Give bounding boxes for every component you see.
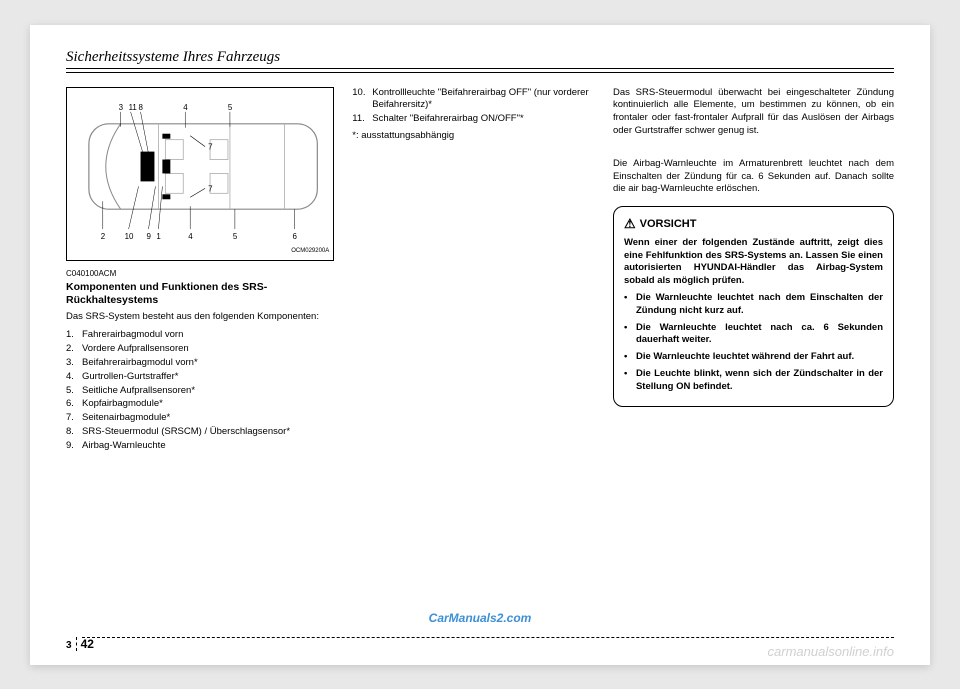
svg-text:3: 3	[119, 102, 124, 111]
list-item: 6.Kopfairbagmodule*	[66, 398, 334, 411]
figure-code: OCM029200A	[71, 247, 329, 255]
caution-body: Wenn einer der folgenden Zustände auftri…	[624, 237, 883, 394]
manual-page: Sicherheitssysteme Ihres Fahrzeugs	[30, 25, 930, 665]
component-list: 1.Fahrerairbagmodul vorn 2.Vordere Aufpr…	[66, 329, 334, 452]
column-3: Das SRS-Steuermodul überwacht bei einges…	[613, 87, 894, 454]
header-rule	[66, 72, 894, 73]
page-header: Sicherheitssysteme Ihres Fahrzeugs	[66, 49, 894, 69]
caution-item: •Die Warnleuchte leuchtet nach dem Einsc…	[624, 292, 883, 318]
column-1: 3 11 8 4 5 7 7 2 10 9 1 4 5 6 OCM029200A	[66, 87, 334, 454]
footer-dashed-line	[82, 637, 894, 638]
svg-text:4: 4	[183, 102, 188, 111]
reference-code: C040100ACM	[66, 269, 334, 280]
svg-text:8: 8	[139, 102, 144, 111]
caution-item: •Die Warnleuchte leuchtet während der Fa…	[624, 351, 883, 364]
list-item: 3.Beifahrerairbagmodul vorn*	[66, 357, 334, 370]
svg-text:9: 9	[146, 232, 151, 241]
list-item: 10.Kontrollleuchte "Beifahrerairbag OFF"…	[352, 87, 595, 113]
svg-text:4: 4	[188, 232, 193, 241]
svg-text:5: 5	[228, 102, 233, 111]
intro-text: Das SRS-System besteht aus den folgenden…	[66, 311, 334, 324]
list-item: 11.Schalter "Beifahrerairbag ON/OFF"*	[352, 113, 595, 126]
svg-text:1: 1	[156, 232, 161, 241]
column-2: 10.Kontrollleuchte "Beifahrerairbag OFF"…	[352, 87, 595, 454]
section-title: Komponenten und Funktionen des SRS-Rückh…	[66, 281, 334, 306]
svg-text:7: 7	[208, 142, 213, 151]
watermark-carmanualsonline: carmanualsonline.info	[768, 644, 894, 659]
warning-icon: ⚠	[624, 215, 636, 233]
svg-text:7: 7	[208, 184, 213, 193]
watermark-carmanuals2: CarManuals2.com	[429, 611, 532, 625]
caution-box: ⚠ VORSICHT Wenn einer der folgenden Zust…	[613, 206, 894, 406]
list-item: 5.Seitliche Aufprallsensoren*	[66, 385, 334, 398]
diagram-svg: 3 11 8 4 5 7 7 2 10 9 1 4 5 6	[71, 92, 329, 246]
svg-text:11: 11	[129, 102, 138, 111]
caution-item: •Die Leuchte blinkt, wenn sich der Zünds…	[624, 368, 883, 394]
list-item: 1.Fahrerairbagmodul vorn	[66, 329, 334, 342]
paragraph: Die Airbag-Warnleuchte im Armaturenbrett…	[613, 158, 894, 196]
content-columns: 3 11 8 4 5 7 7 2 10 9 1 4 5 6 OCM029200A	[66, 87, 894, 454]
list-item: 7.Seitenairbagmodule*	[66, 412, 334, 425]
paragraph: Das SRS-Steuermodul überwacht bei einges…	[613, 87, 894, 138]
list-item: 9.Airbag-Warnleuchte	[66, 440, 334, 453]
caution-item: •Die Warnleuchte leuchtet nach ca. 6 Sek…	[624, 322, 883, 348]
svg-text:2: 2	[101, 232, 106, 241]
svg-text:6: 6	[293, 232, 298, 241]
page-number: 3 42	[66, 637, 94, 651]
caution-title: ⚠ VORSICHT	[624, 215, 883, 233]
vehicle-diagram: 3 11 8 4 5 7 7 2 10 9 1 4 5 6 OCM029200A	[66, 87, 334, 261]
list-item: 4.Gurtrollen-Gurtstraffer*	[66, 371, 334, 384]
footnote: *: ausstattungsabhängig	[352, 130, 595, 143]
svg-text:5: 5	[233, 232, 238, 241]
svg-text:10: 10	[125, 232, 134, 241]
list-item: 8.SRS-Steuermodul (SRSCM) / Überschlagse…	[66, 426, 334, 439]
list-item: 2.Vordere Aufprallsensoren	[66, 343, 334, 356]
